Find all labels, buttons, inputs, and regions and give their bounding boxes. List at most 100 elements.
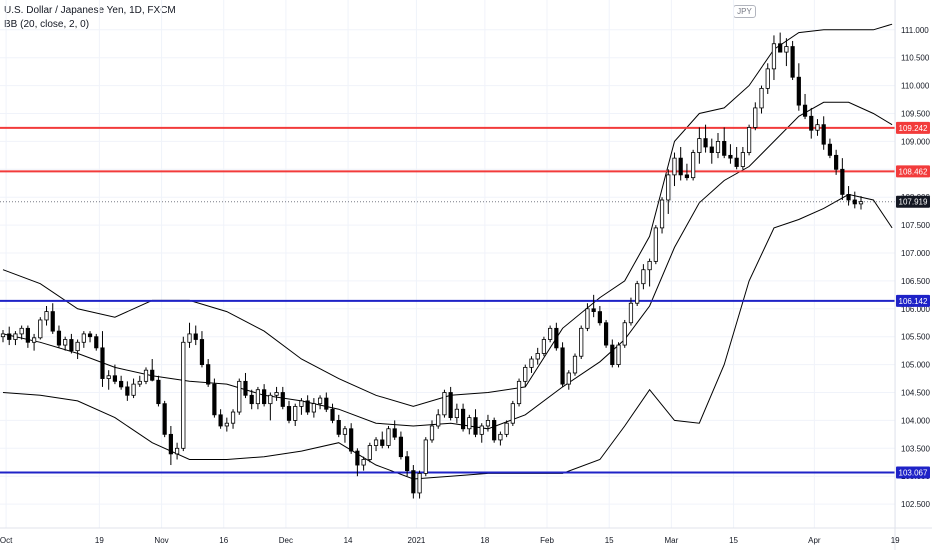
- candle: [230, 409, 236, 429]
- candle-body: [734, 157, 739, 167]
- candle: [143, 367, 149, 385]
- candle: [119, 375, 124, 390]
- level-tag-bg: [896, 294, 930, 307]
- candle-body: [778, 43, 783, 53]
- candle-body: [398, 436, 404, 458]
- candle: [274, 386, 279, 401]
- candle: [460, 403, 466, 432]
- candle-body: [715, 140, 721, 153]
- candle: [243, 372, 248, 399]
- candle: [25, 325, 30, 348]
- candle-body: [44, 311, 49, 321]
- candle: [840, 158, 845, 200]
- candle-body: [467, 417, 472, 430]
- candle-body: [156, 379, 161, 405]
- time-axis-label: 14: [344, 536, 353, 545]
- bollinger-bands: [2, 23, 893, 480]
- candle: [342, 425, 348, 443]
- price-axis-label: 104.500: [901, 389, 930, 398]
- candle-body: [262, 389, 267, 405]
- level-tag-label: 103.067: [899, 468, 928, 477]
- candle: [398, 431, 404, 460]
- candle: [684, 163, 690, 181]
- candle: [448, 386, 453, 421]
- candle-body: [386, 428, 391, 446]
- indicator-legend[interactable]: BB (20, close, 2, 0): [4, 19, 90, 30]
- candle: [423, 437, 428, 477]
- candle-body: [834, 154, 839, 170]
- candle: [168, 425, 173, 466]
- candle: [541, 336, 547, 357]
- candle: [299, 398, 304, 415]
- resistance-level-tag: 108.462: [896, 165, 930, 178]
- candle: [691, 149, 696, 181]
- candle-body: [603, 322, 609, 346]
- candle: [523, 364, 528, 387]
- candle: [405, 451, 410, 477]
- candle-body: [523, 366, 528, 382]
- candle-body: [566, 372, 571, 385]
- candle-body: [535, 353, 540, 360]
- candle: [94, 333, 99, 351]
- candle: [212, 378, 217, 418]
- candle: [641, 264, 646, 290]
- candle-body: [56, 330, 62, 346]
- candle: [722, 127, 727, 159]
- candle: [336, 414, 341, 438]
- price-axis-label: 110.000: [901, 82, 930, 91]
- candle-body: [436, 414, 441, 427]
- candle-body: [746, 127, 752, 153]
- candle-body: [268, 394, 273, 405]
- candle: [479, 423, 484, 443]
- candle: [834, 149, 839, 175]
- candle-body: [740, 152, 745, 167]
- time-axis-label: Nov: [154, 536, 168, 545]
- candle: [150, 359, 155, 382]
- price-axis-label: 107.000: [901, 249, 930, 258]
- candle-body: [274, 392, 279, 396]
- candle: [765, 63, 770, 94]
- candle-body: [168, 433, 173, 455]
- candle: [628, 297, 634, 326]
- price-axis-label: 105.500: [901, 333, 930, 342]
- candle: [131, 378, 136, 399]
- candle: [597, 306, 602, 326]
- candle-body: [684, 174, 690, 179]
- candle-body: [206, 364, 211, 385]
- candle: [317, 395, 323, 410]
- time-axis-label: 19: [95, 536, 104, 545]
- candle-body: [504, 422, 509, 435]
- candle: [373, 437, 379, 452]
- candle-body: [125, 386, 130, 396]
- candle: [31, 333, 37, 351]
- time-axis[interactable]: Oct 19 Nov 16 Dec 14 2021 18 Feb 15 Mar 15 Apr 19: [0, 527, 932, 545]
- candle-body: [255, 389, 261, 405]
- chart-title: U.S. Dollar / Japanese Yen, 1D, FXCM: [4, 5, 176, 16]
- candle: [206, 359, 211, 387]
- candle-body: [349, 428, 354, 452]
- candle-body: [280, 392, 285, 407]
- candle-body: [193, 333, 198, 340]
- candle-body: [305, 400, 310, 413]
- price-axis-label: 103.500: [901, 444, 930, 453]
- candlesticks: [0, 32, 864, 499]
- candle-body: [678, 157, 683, 176]
- candle-body: [324, 397, 329, 410]
- time-axis-label: 19: [891, 536, 900, 545]
- candle-body: [759, 87, 764, 109]
- candle: [467, 414, 472, 435]
- candle: [112, 364, 118, 385]
- candle: [815, 119, 820, 136]
- candle-body: [454, 408, 459, 419]
- candle: [69, 333, 74, 354]
- horizontal-levels[interactable]: [0, 126, 895, 474]
- candle: [311, 398, 316, 418]
- candle-body: [541, 339, 547, 354]
- candle: [106, 370, 111, 390]
- candle: [417, 470, 422, 499]
- candle-body: [796, 76, 801, 106]
- candle-body: [622, 322, 627, 346]
- candle: [529, 356, 534, 373]
- candle: [784, 38, 789, 67]
